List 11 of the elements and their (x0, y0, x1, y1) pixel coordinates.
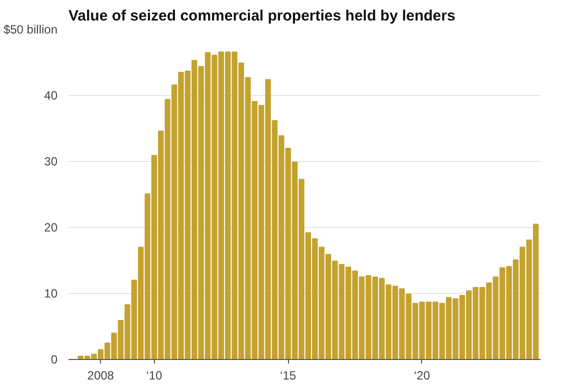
chart-title: Value of seized commercial properties held by lenders (68, 8, 456, 24)
y-tick-label: 30 (44, 154, 58, 168)
x-tick-label: 2008 (87, 368, 114, 382)
y-tick-label: 40 (44, 88, 58, 102)
y-tick-label: $50 billion (3, 22, 58, 36)
x-tick-label: ‘20 (414, 368, 430, 382)
y-tick-label: 0 (50, 352, 58, 366)
x-tick-label: ‘10 (146, 368, 163, 382)
y-tick-label: 10 (44, 286, 58, 300)
y-tick-label: 20 (44, 220, 58, 234)
x-tick-label: ‘15 (280, 368, 296, 382)
